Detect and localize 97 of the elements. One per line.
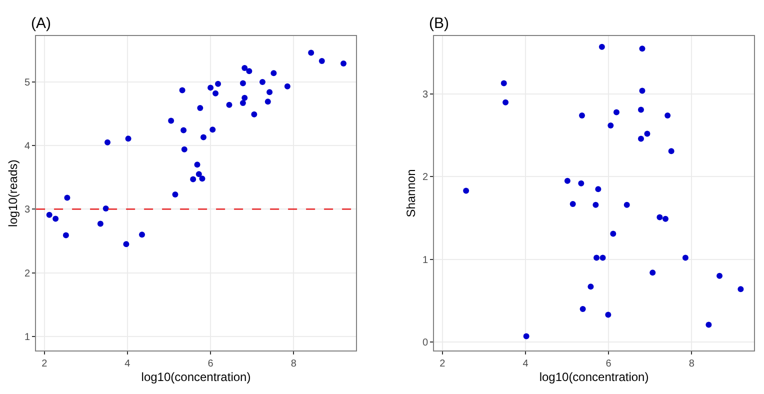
x-axis-title: log10(concentration) <box>539 370 649 384</box>
point <box>240 100 246 106</box>
y-tick-label: 4 <box>24 141 30 152</box>
point <box>605 312 612 318</box>
y-tick-label: 2 <box>422 172 429 184</box>
point <box>200 134 206 140</box>
point <box>716 272 723 279</box>
point <box>172 192 178 198</box>
point <box>639 46 646 52</box>
x-axis-title: log10(concentration) <box>141 370 251 384</box>
y-tick-label: 0 <box>422 338 429 349</box>
point <box>578 112 585 119</box>
point <box>226 102 232 108</box>
point <box>639 88 646 94</box>
point <box>212 90 219 96</box>
point <box>180 127 187 134</box>
point <box>682 254 688 261</box>
point <box>181 146 188 152</box>
point <box>340 60 346 67</box>
point <box>644 130 650 137</box>
point <box>264 98 271 105</box>
point <box>624 202 630 208</box>
point <box>588 284 594 290</box>
point <box>104 139 110 146</box>
point <box>199 176 206 182</box>
point <box>564 178 570 184</box>
x-tick-label: 8 <box>290 358 297 370</box>
point <box>242 94 248 101</box>
y-axis-title: Shannon <box>404 169 418 218</box>
point <box>668 148 674 154</box>
point <box>664 112 671 119</box>
point <box>738 286 744 292</box>
point <box>598 44 605 50</box>
y-tick-label: 2 <box>24 268 30 280</box>
point <box>62 232 69 238</box>
point <box>594 254 600 261</box>
point <box>638 136 644 142</box>
point <box>242 64 248 71</box>
point <box>197 105 204 112</box>
x-tick-label: 6 <box>208 358 214 370</box>
point <box>523 333 530 340</box>
point <box>190 176 196 182</box>
point <box>123 241 130 248</box>
point <box>125 136 132 142</box>
point <box>194 162 200 168</box>
point <box>102 206 109 212</box>
y-axis-title: log10(reads) <box>6 160 20 227</box>
point <box>215 80 222 87</box>
point <box>638 106 644 113</box>
point <box>259 78 266 85</box>
point <box>570 201 576 208</box>
point <box>580 306 586 312</box>
x-tick-label: 8 <box>688 358 695 370</box>
point <box>246 68 252 74</box>
y-tick-label: 5 <box>24 77 30 88</box>
point <box>270 70 277 76</box>
point <box>600 254 606 261</box>
point <box>308 50 314 56</box>
point <box>608 122 614 128</box>
point <box>168 118 174 124</box>
x-tick-label: 2 <box>440 358 446 370</box>
chart-title: (A) <box>31 15 51 32</box>
x-tick-label: 2 <box>42 358 48 370</box>
point <box>592 202 599 208</box>
point <box>266 89 273 96</box>
point <box>502 99 509 106</box>
point <box>210 126 216 133</box>
point <box>318 58 325 64</box>
y-tick-label: 1 <box>422 254 429 266</box>
point <box>578 180 584 186</box>
point <box>284 83 290 90</box>
x-tick-label: 6 <box>606 358 612 370</box>
point <box>613 109 620 116</box>
point <box>179 87 186 94</box>
point <box>97 220 104 227</box>
y-tick-label: 3 <box>24 204 30 216</box>
point <box>208 84 214 91</box>
point <box>196 171 202 178</box>
point <box>138 232 145 238</box>
y-tick-label: 1 <box>24 332 30 343</box>
point <box>662 216 668 222</box>
point <box>500 80 507 86</box>
point <box>463 188 470 194</box>
point <box>595 186 602 192</box>
point <box>52 216 59 222</box>
y-tick-label: 3 <box>422 90 429 101</box>
point <box>46 212 52 218</box>
point <box>650 270 656 276</box>
x-tick-label: 4 <box>522 358 529 370</box>
point <box>64 194 70 201</box>
point <box>656 214 663 220</box>
point <box>240 80 246 86</box>
point <box>610 230 616 237</box>
point <box>706 322 712 328</box>
x-tick-label: 4 <box>124 358 131 370</box>
point <box>251 111 258 118</box>
chart-title: (B) <box>429 15 449 32</box>
